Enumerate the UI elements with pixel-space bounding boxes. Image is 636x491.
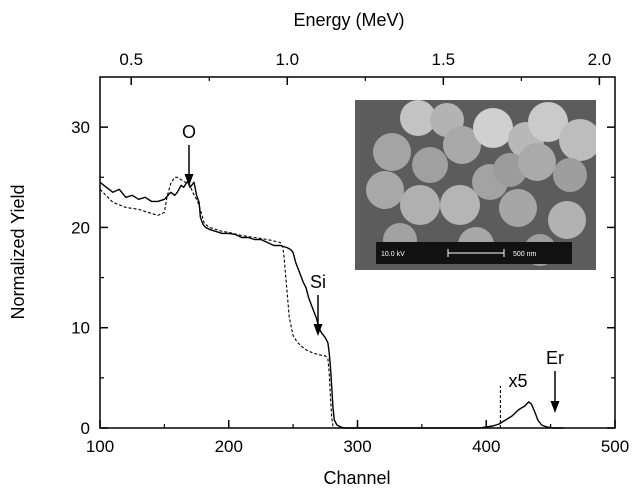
- x-axis-ticks: 100 200 300 400 500: [86, 420, 629, 456]
- top-axis-title: Energy (MeV): [293, 10, 404, 30]
- y-tick-label: 10: [71, 319, 90, 338]
- y-axis-title: Normalized Yield: [8, 184, 28, 319]
- top-tick-label: 1.0: [275, 50, 299, 69]
- top-tick-label: 1.5: [432, 50, 456, 69]
- top-tick-label: 2.0: [588, 50, 612, 69]
- x-tick-label: 400: [472, 437, 500, 456]
- silicon-arrow: [313, 295, 323, 336]
- x-tick-label: 300: [343, 437, 371, 456]
- sem-voltage: 10.0 kV: [381, 251, 405, 258]
- top-axis-ticks: 0.5 1.0 1.5 2.0: [119, 50, 611, 85]
- oxygen-label: O: [182, 122, 196, 142]
- y-tick-label: 0: [81, 419, 90, 438]
- top-tick-label: 0.5: [119, 50, 143, 69]
- oxygen-arrow: [184, 145, 194, 186]
- x-tick-label: 500: [601, 437, 629, 456]
- erbium-arrow: [550, 371, 560, 413]
- x-axis-title: Channel: [323, 468, 390, 488]
- magnification-label: x5: [508, 371, 527, 391]
- y-tick-label: 30: [71, 118, 90, 137]
- y-axis-ticks: 0 10 20 30: [71, 118, 615, 438]
- x-tick-label: 200: [215, 437, 243, 456]
- dashed-series-line-1: [99, 176, 336, 429]
- solid-series-line-0: [99, 180, 564, 429]
- erbium-label: Er: [546, 348, 564, 368]
- sem-image-inset: 10.0 kV 500 nm: [355, 100, 596, 270]
- y-tick-label: 20: [71, 218, 90, 237]
- sem-scale-bar: [447, 249, 505, 257]
- series-group: [99, 176, 564, 429]
- sem-scale-length: 500 nm: [513, 251, 537, 258]
- sem-spheres: [366, 100, 596, 266]
- x-tick-label: 100: [86, 437, 114, 456]
- silicon-label: Si: [310, 272, 326, 292]
